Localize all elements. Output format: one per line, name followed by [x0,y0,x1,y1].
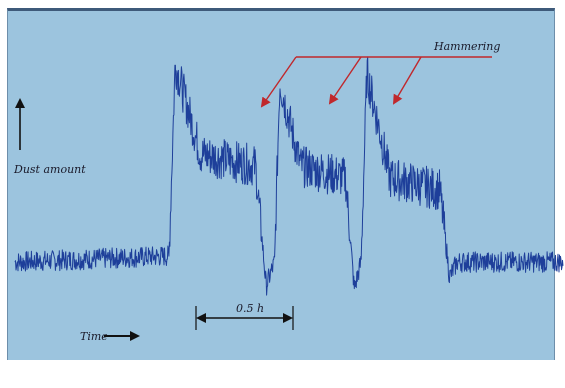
x-axis-label: Time [80,330,108,343]
y-axis-label: Dust amount [13,163,86,176]
hammering-arrow-3 [392,56,422,105]
hammering-arrow-2 [328,56,362,105]
plot-area [7,8,555,360]
scale-bar-label: 0.5 h [236,302,264,315]
dust-series-line [14,56,564,296]
hammering-label: Hammering [433,40,500,53]
hammering-arrow-1 [260,56,297,108]
